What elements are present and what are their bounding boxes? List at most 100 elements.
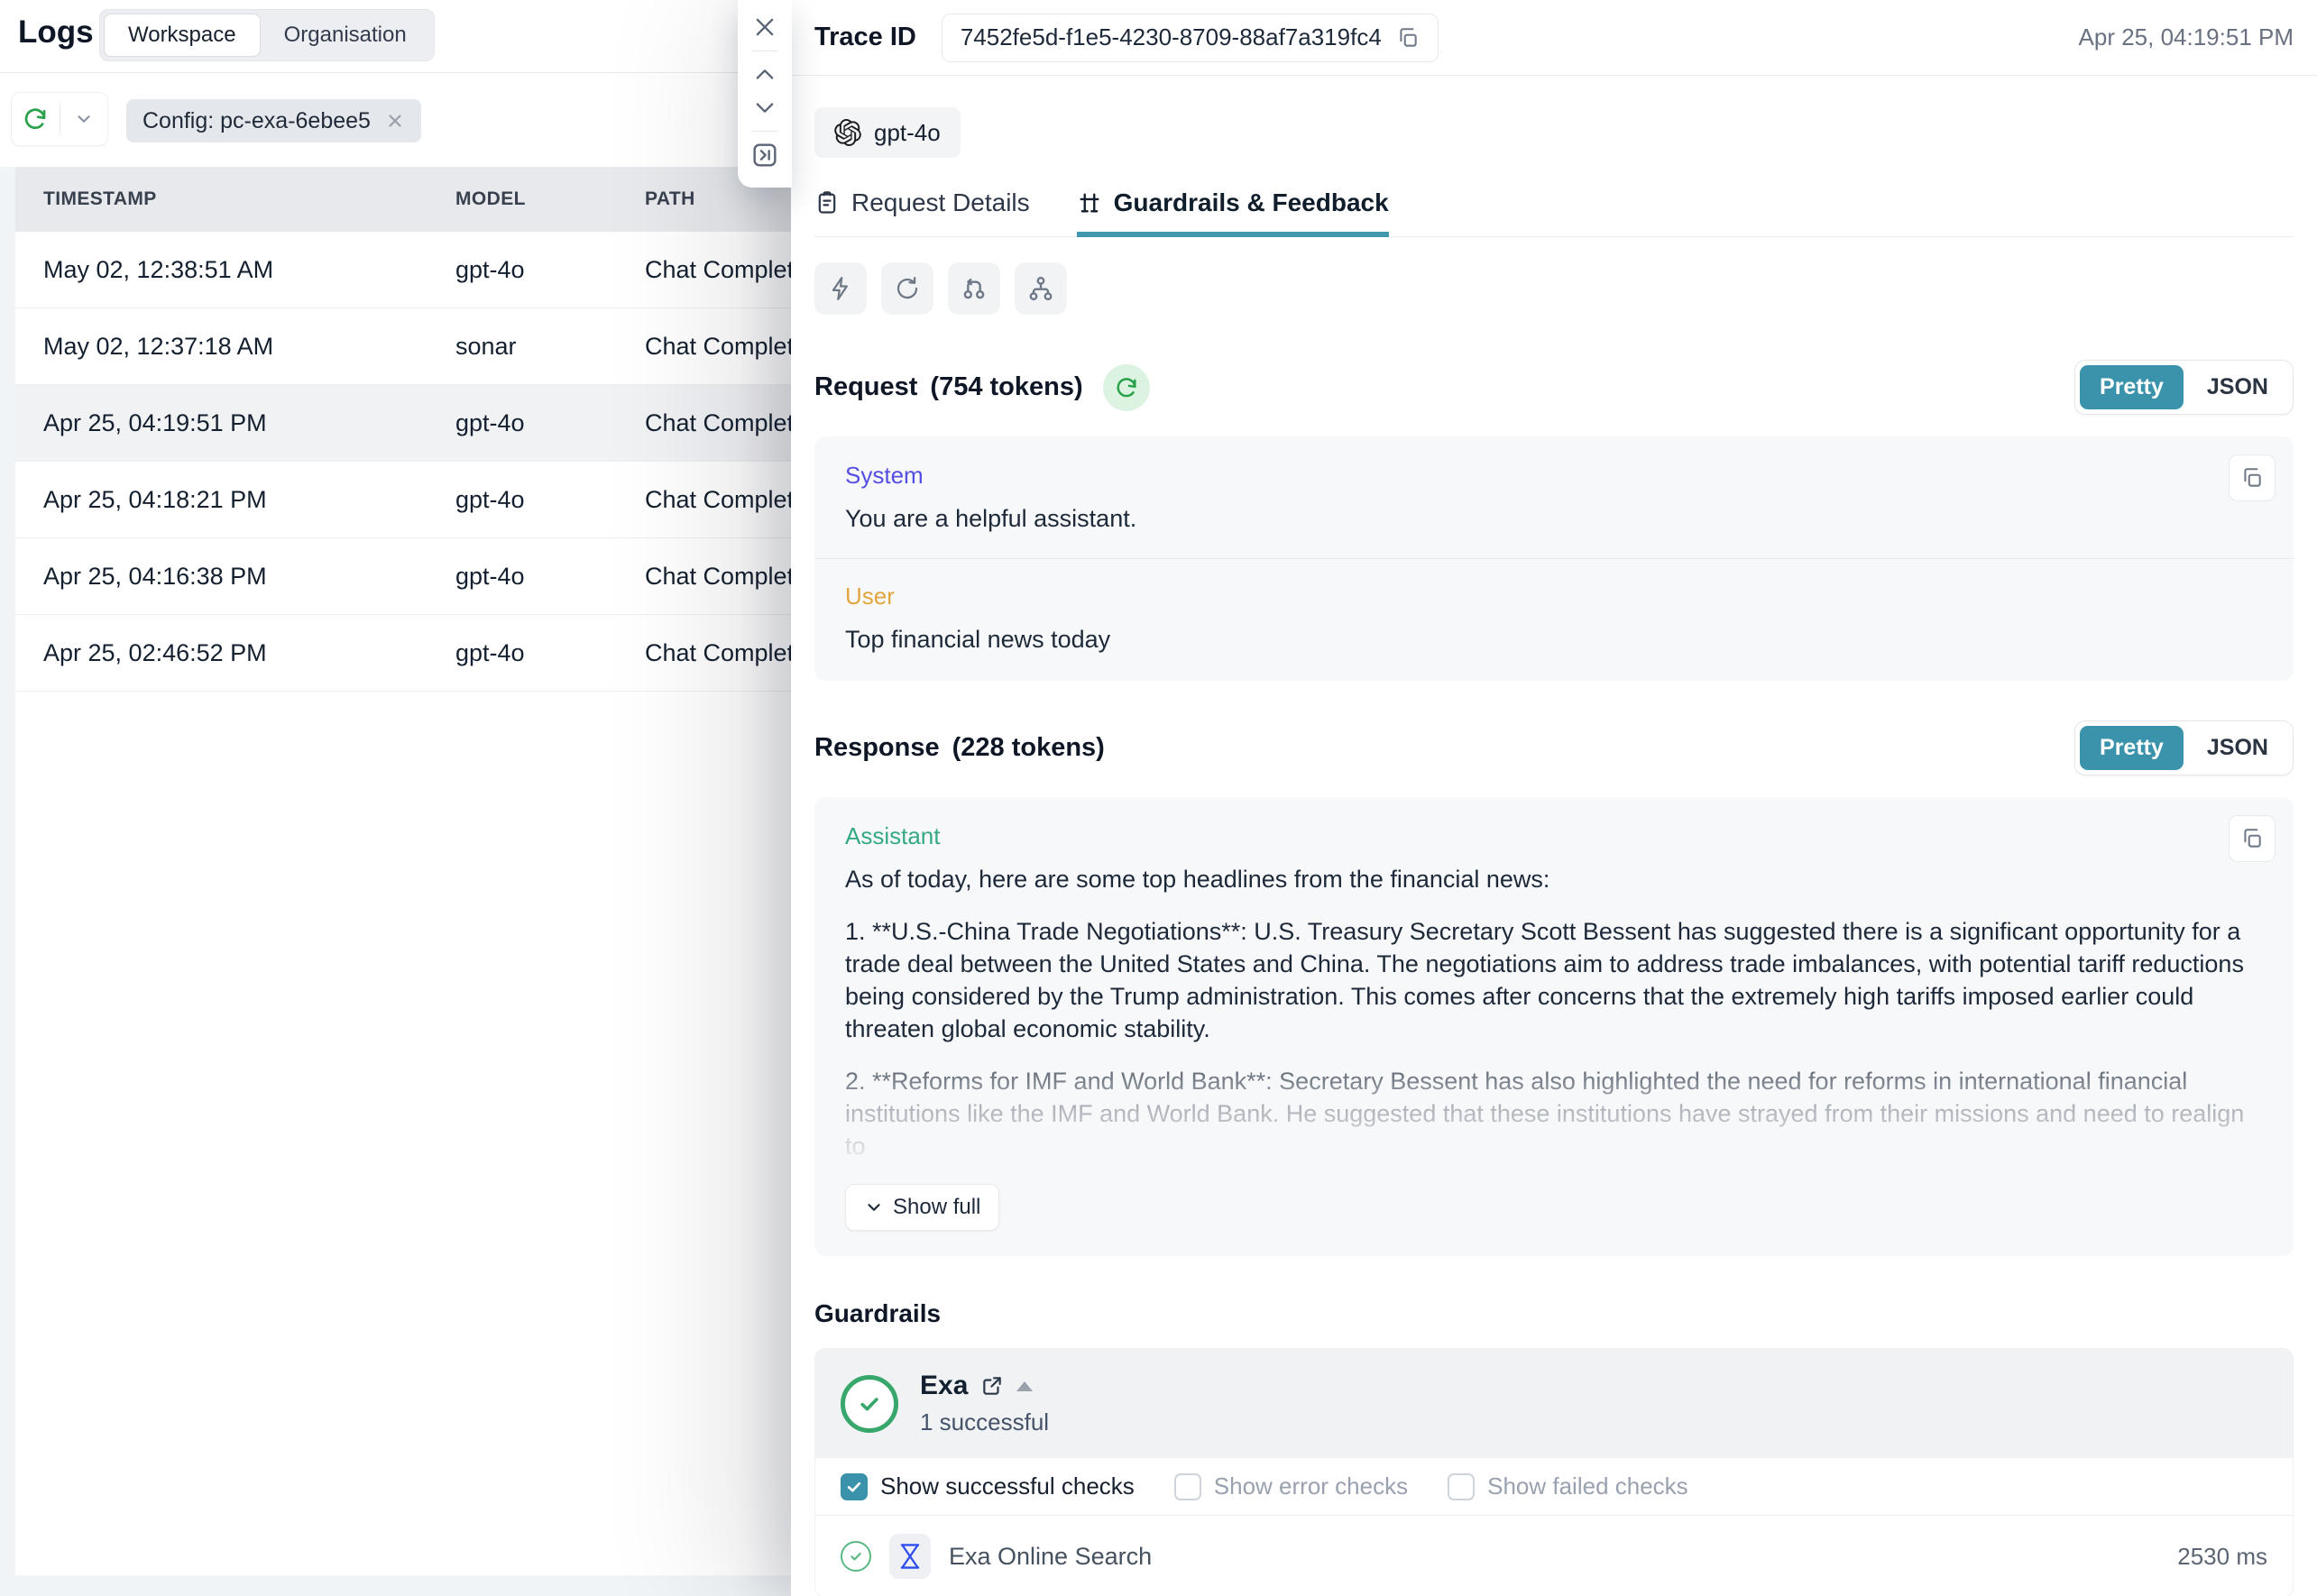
guardrail-icon <box>1080 193 1099 213</box>
cell-timestamp: Apr 25, 04:16:38 PM <box>43 562 267 590</box>
refresh-icon[interactable] <box>12 93 60 145</box>
clipboard-icon <box>818 191 836 214</box>
show-full-label: Show full <box>893 1195 981 1219</box>
cell-model: gpt-4o <box>455 255 525 283</box>
trace-id-value: 7452fe5d-f1e5-4230-8709-88af7a319fc4 <box>960 23 1382 50</box>
response-message-card: Assistant As of today, here are some top… <box>814 797 2294 1256</box>
external-link-icon[interactable] <box>980 1374 1004 1398</box>
request-messages-card: System You are a helpful assistant. User… <box>814 436 2294 681</box>
scope-option-organisation[interactable]: Organisation <box>283 23 407 47</box>
logs-table: TIMESTAMP MODEL PATH May 02, 12:38:51 AM… <box>15 167 791 1575</box>
checkbox-unchecked-icon[interactable] <box>1173 1472 1201 1500</box>
config-filter-label: Config: pc-exa-6ebee5 <box>143 107 371 133</box>
success-check-icon <box>841 1374 898 1433</box>
table-row[interactable]: Apr 25, 04:16:38 PM gpt-4o Chat Complet <box>15 538 791 615</box>
cell-timestamp: May 02, 12:37:18 AM <box>43 332 274 360</box>
column-header-timestamp: TIMESTAMP <box>43 188 157 209</box>
guardrail-check-row[interactable]: Exa Online Search 2530 ms <box>815 1516 2293 1596</box>
table-row[interactable]: Apr 25, 04:18:21 PM gpt-4o Chat Complet <box>15 462 791 538</box>
request-json-button[interactable]: JSON <box>2206 374 2268 399</box>
response-view-toggle: Pretty JSON <box>2074 720 2294 775</box>
message-divider <box>814 558 2294 559</box>
guardrail-status: 1 successful <box>920 1408 1050 1435</box>
table-header-row: TIMESTAMP MODEL PATH <box>15 167 791 232</box>
guardrails-title: Guardrails <box>814 1299 942 1327</box>
logs-header: Logs Workspace Organisation <box>0 0 791 167</box>
show-full-button[interactable]: Show full <box>845 1184 1000 1231</box>
checkbox-unchecked-icon[interactable] <box>1448 1472 1476 1500</box>
cell-path: Chat Complet <box>645 485 791 513</box>
response-title: Response <box>814 733 940 762</box>
copy-icon[interactable] <box>2229 815 2276 862</box>
cell-path: Chat Complet <box>645 332 791 360</box>
cell-model: sonar <box>455 332 517 360</box>
filter-label: Show successful checks <box>880 1472 1135 1500</box>
refresh-split-button[interactable] <box>11 92 108 146</box>
cell-model: gpt-4o <box>455 485 525 513</box>
guardrails-card: Exa 1 successful Show successful checks <box>814 1348 2294 1596</box>
compare-runs-icon[interactable] <box>948 262 1000 315</box>
cell-model: gpt-4o <box>455 638 525 666</box>
guardrail-provider-header[interactable]: Exa 1 successful <box>815 1349 2293 1458</box>
tab-label: Guardrails & Feedback <box>1113 188 1389 216</box>
toolbar-divider <box>751 131 778 132</box>
column-header-model: MODEL <box>455 188 526 209</box>
tab-guardrails-feedback[interactable]: Guardrails & Feedback <box>1076 188 1389 237</box>
retry-icon[interactable] <box>881 262 933 315</box>
filter-show-error-checks[interactable]: Show error checks <box>1173 1472 1409 1500</box>
message-role-assistant: Assistant <box>845 822 941 849</box>
chevron-down-icon <box>868 1204 880 1211</box>
cell-path: Chat Complet <box>645 408 791 436</box>
trace-id-label: Trace ID <box>814 23 916 51</box>
collapse-triangle-icon[interactable] <box>1016 1380 1034 1391</box>
close-icon[interactable] <box>747 11 783 43</box>
model-chip: gpt-4o <box>814 107 961 158</box>
scope-toggle: Workspace Organisation <box>99 9 435 61</box>
trace-id-chip[interactable]: 7452fe5d-f1e5-4230-8709-88af7a319fc4 <box>941 13 1439 62</box>
copy-icon[interactable] <box>1396 26 1420 50</box>
scope-option-workspace[interactable]: Workspace <box>104 14 261 57</box>
detail-panel-toolbar <box>738 0 792 188</box>
copy-icon[interactable] <box>2229 454 2276 501</box>
filter-label: Show failed checks <box>1487 1472 1688 1500</box>
cell-timestamp: Apr 25, 02:46:52 PM <box>43 638 267 666</box>
request-title: Request <box>814 372 918 401</box>
config-filter-chip[interactable]: Config: pc-exa-6ebee5 <box>126 99 421 142</box>
exa-logo-icon <box>889 1534 931 1579</box>
filter-show-failed-checks[interactable]: Show failed checks <box>1448 1472 1688 1500</box>
assistant-paragraph: As of today, here are some top headlines… <box>845 866 1550 893</box>
cell-path: Chat Complet <box>645 562 791 590</box>
previous-log-chevron-up-icon[interactable] <box>747 59 783 91</box>
check-success-icon <box>841 1541 871 1572</box>
cell-model: gpt-4o <box>455 562 525 590</box>
response-section-header: Response (228 tokens) Pretty JSON <box>814 720 2294 775</box>
request-view-toggle: Pretty JSON <box>2074 360 2294 415</box>
openai-logo-icon <box>834 119 861 146</box>
cell-timestamp: May 02, 12:38:51 AM <box>43 255 274 283</box>
filter-label: Show error checks <box>1213 1472 1409 1500</box>
table-row[interactable]: May 02, 12:38:51 AM gpt-4o Chat Complet <box>15 232 791 308</box>
lightning-icon[interactable] <box>814 262 867 315</box>
filter-show-successful-checks[interactable]: Show successful checks <box>841 1472 1135 1500</box>
rerun-request-icon[interactable] <box>1102 363 1150 411</box>
check-duration: 2530 ms <box>2177 1542 2267 1570</box>
table-row-selected[interactable]: Apr 25, 04:19:51 PM gpt-4o Chat Complet <box>15 385 791 462</box>
trace-detail-panel: Trace ID 7452fe5d-f1e5-4230-8709-88af7a3… <box>791 0 2317 1596</box>
table-row[interactable]: Apr 25, 02:46:52 PM gpt-4o Chat Complet <box>15 615 791 692</box>
remove-filter-icon[interactable] <box>385 111 405 131</box>
next-log-chevron-down-icon[interactable] <box>747 91 783 124</box>
checkbox-checked-icon[interactable] <box>841 1472 868 1500</box>
tab-request-details[interactable]: Request Details <box>814 188 1030 237</box>
cell-timestamp: Apr 25, 04:18:21 PM <box>43 485 267 513</box>
expand-panel-icon[interactable] <box>747 139 783 171</box>
trace-timestamp: Apr 25, 04:19:51 PM <box>2078 23 2294 50</box>
request-pretty-button[interactable]: Pretty <box>2080 365 2184 409</box>
assistant-paragraph-truncated: 2. **Reforms for IMF and World Bank**: S… <box>814 1059 2294 1169</box>
refresh-options-chevron-icon[interactable] <box>60 93 108 145</box>
guardrail-provider-name: Exa <box>920 1371 969 1400</box>
response-json-button[interactable]: JSON <box>2206 735 2268 760</box>
page-title: Logs <box>18 14 94 50</box>
table-row[interactable]: May 02, 12:37:18 AM sonar Chat Complet <box>15 308 791 385</box>
response-pretty-button[interactable]: Pretty <box>2080 726 2184 770</box>
hierarchy-icon[interactable] <box>1015 262 1067 315</box>
